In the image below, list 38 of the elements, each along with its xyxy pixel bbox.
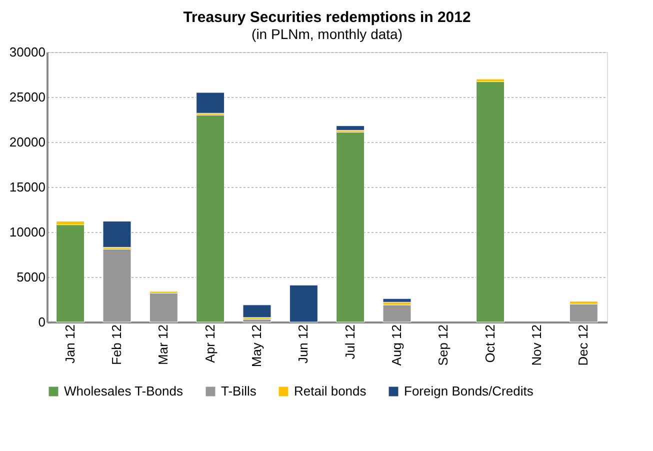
y-tick-label: 25000 — [9, 90, 46, 104]
legend-label: Foreign Bonds/Credits — [404, 384, 534, 399]
bar — [289, 284, 318, 322]
bar — [336, 132, 365, 322]
y-tick-label: 20000 — [9, 134, 46, 150]
y-tick-label: 15000 — [9, 180, 46, 194]
x-tick-label: Mar 12 — [156, 324, 171, 365]
y-tick-label: 0 — [38, 314, 46, 330]
x-tick-label: Apr 12 — [202, 324, 218, 363]
x-tick-label: Jul 12 — [342, 324, 358, 360]
x-tick-label: Feb 12 — [109, 324, 124, 365]
chart-subtitle: (in PLNm, monthly data) — [252, 26, 402, 42]
x-tick-label: Oct 12 — [482, 324, 498, 363]
bar — [196, 92, 225, 114]
bar — [102, 220, 132, 248]
y-tick-label: 10000 — [9, 224, 46, 240]
x-tick-label: Jun 12 — [296, 324, 311, 364]
bar — [476, 81, 505, 322]
x-tick-label: Nov 12 — [529, 324, 544, 366]
x-tick-label: Jan 12 — [62, 324, 78, 364]
bar — [382, 304, 412, 322]
bar — [149, 292, 178, 322]
chart-title: Treasury Securities redemptions in 2012 — [183, 9, 471, 26]
x-tick-label: May 12 — [249, 324, 264, 368]
legend-label: Wholesales T-Bonds — [64, 384, 184, 399]
bar — [336, 126, 365, 131]
bar — [102, 248, 132, 322]
y-tick-label: 30000 — [9, 44, 46, 60]
bar — [382, 298, 412, 302]
x-tick-label: Sep 12 — [436, 324, 451, 366]
legend-label: T-Bills — [221, 384, 257, 399]
x-tick-label: Aug 12 — [389, 324, 404, 366]
bar — [196, 114, 225, 322]
x-tick-label: Dec 12 — [576, 324, 591, 366]
legend-label: Retail bonds — [294, 384, 367, 399]
bar — [56, 224, 85, 322]
y-tick-label: 5000 — [16, 270, 46, 284]
bar — [569, 304, 598, 322]
